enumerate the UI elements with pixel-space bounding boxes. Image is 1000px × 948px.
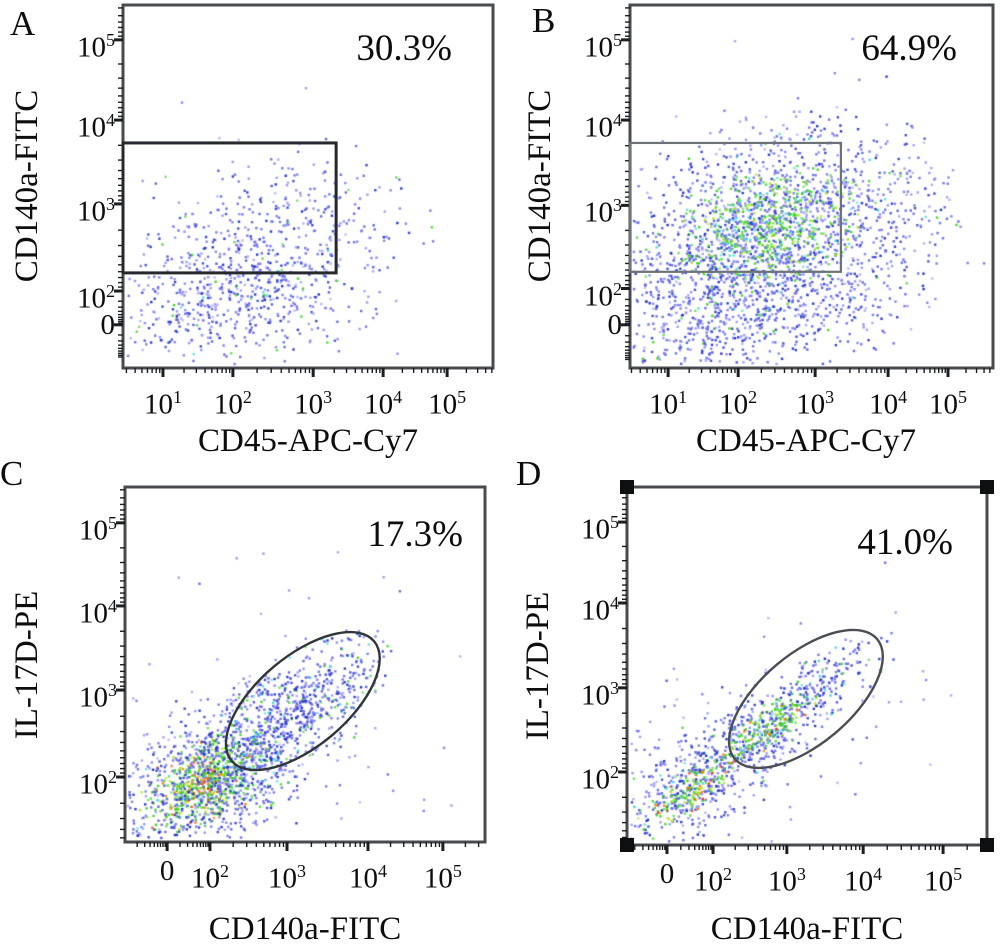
scatter-dots	[627, 487, 987, 845]
y-tick-label: 105	[581, 512, 619, 546]
plot-frame	[121, 3, 495, 370]
x-tick-label: 104	[844, 864, 883, 898]
x-tick-label: 104	[364, 387, 403, 421]
rectangle-gate	[121, 141, 338, 275]
x-tick-label: 105	[928, 387, 967, 421]
y-tick-label: 0	[607, 308, 623, 341]
x-tick-label: 105	[924, 864, 963, 898]
scatter-dots	[630, 5, 993, 368]
x-tick-label: 102	[190, 861, 229, 895]
y-tick-label: 104	[584, 110, 622, 144]
x-tick-label: 102	[213, 387, 252, 421]
y-tick-label: 103	[79, 680, 117, 714]
ellipse-gate	[727, 628, 885, 770]
panel-D: D IL-17D-PE CD140a-FITC 41.0% 0102103104…	[500, 456, 1000, 948]
plot-overlay	[116, 485, 487, 851]
x-tick-label: 103	[294, 387, 333, 421]
y-tick-label: 102	[581, 761, 619, 796]
ellipse-gate	[224, 630, 381, 772]
x-tick-label: 103	[767, 864, 806, 898]
panel-letter: D	[516, 454, 542, 493]
y-tick-label: 102	[584, 278, 622, 313]
y-tick-label: 103	[77, 193, 115, 228]
plot-overlay	[618, 480, 994, 854]
x-tick-label: 103	[796, 387, 835, 421]
plot-overlay	[114, 3, 495, 377]
scatter-dots	[123, 5, 493, 368]
panel-A: A CD140a-FITC CD45-APC-Cy7 30.3% 1011021…	[0, 0, 500, 474]
x-tick-label: 104	[349, 861, 387, 895]
y-tick-label: 0	[100, 308, 116, 341]
x-axis-title: CD45-APC-Cy7	[197, 423, 419, 459]
x-axis-title: CD140a-FITC	[208, 911, 402, 947]
x-tick-label: 104	[869, 387, 908, 421]
panel-C: C IL-17D-PE CD140a-FITC 17.3% 0102103104…	[0, 456, 500, 948]
x-tick-label: 0	[159, 855, 175, 887]
selection-corner-handle	[980, 838, 994, 852]
y-tick-label: 104	[79, 595, 117, 630]
y-tick-label: 105	[584, 29, 622, 64]
y-tick-label: 105	[77, 29, 115, 64]
x-tick-label: 105	[423, 861, 462, 895]
selection-corner-handle	[620, 480, 634, 494]
x-tick-label: 101	[649, 387, 688, 421]
x-tick-label: 102	[719, 387, 758, 421]
y-tick-label: 102	[79, 767, 117, 801]
scatter-dots	[125, 487, 485, 842]
y-tick-label: 104	[581, 592, 619, 627]
x-axis-title: CD45-APC-Cy7	[695, 423, 917, 459]
panel-letter: A	[10, 4, 36, 43]
x-tick-label: 103	[268, 861, 306, 895]
plot-overlay	[621, 3, 995, 377]
y-tick-label: 103	[584, 195, 622, 230]
x-tick-label: 105	[428, 387, 467, 421]
panel-B: B CD140a-FITC CD45-APC-Cy7 64.9% 1011021…	[500, 0, 1000, 474]
plot-frame	[628, 3, 995, 370]
plot-frame	[625, 485, 989, 847]
x-axis-title: CD140a-FITC	[710, 911, 904, 947]
panel-letter: B	[532, 1, 556, 40]
y-tick-label: 102	[77, 281, 115, 315]
y-tick-label: 104	[77, 110, 115, 144]
x-tick-label: 101	[143, 387, 182, 421]
y-tick-label: 105	[79, 512, 117, 547]
selection-corner-handle	[980, 480, 994, 494]
panel-letter: C	[0, 454, 24, 493]
x-tick-label: 0	[659, 858, 675, 890]
rectangle-gate	[628, 141, 843, 273]
selection-corner-handle	[620, 838, 634, 852]
plot-frame	[123, 485, 487, 844]
y-tick-label: 103	[581, 677, 619, 712]
x-tick-label: 102	[694, 864, 733, 898]
